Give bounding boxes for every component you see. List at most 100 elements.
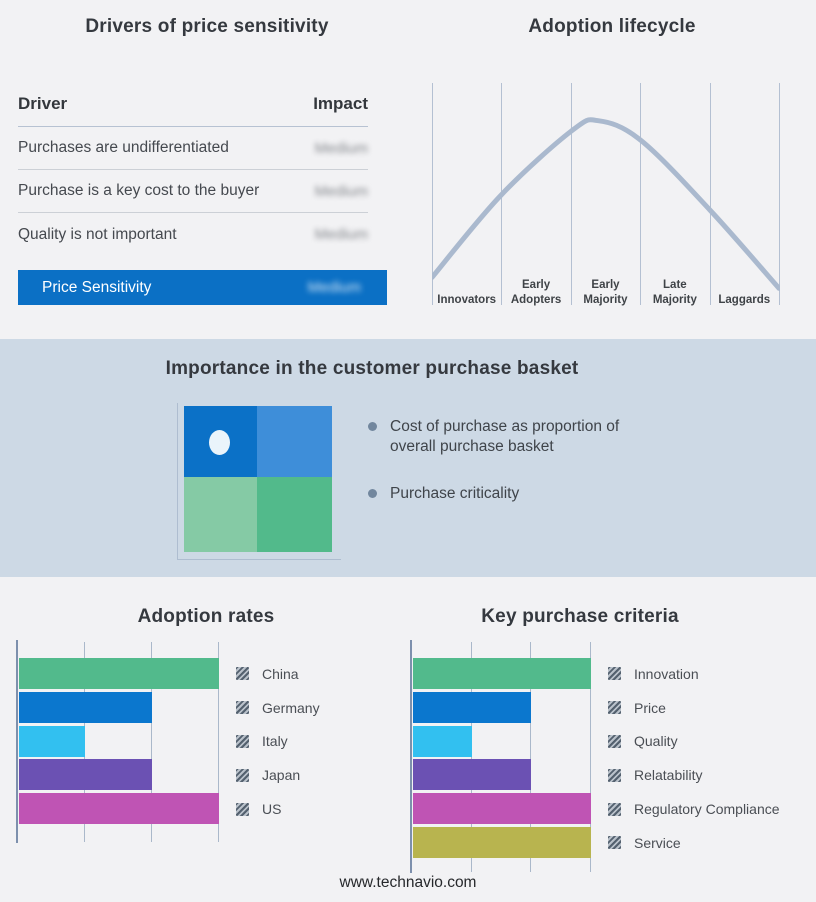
adoption-rates-title: Adoption rates — [137, 606, 275, 627]
legend-item: Quality — [608, 725, 813, 759]
chart-gridline — [590, 642, 591, 872]
driver-row: Purchases are undifferentiated Medium — [18, 127, 368, 170]
price-sensitivity-impact-value: Medium — [307, 279, 361, 296]
quadrant-x-axis — [177, 559, 341, 560]
chart-bar-price — [413, 691, 532, 723]
lifecycle-stage-label: Innovators — [437, 293, 497, 306]
lifecycle-gridline — [709, 83, 711, 305]
legend-hatch-swatch-icon — [608, 802, 621, 816]
legend-hatch-swatch-icon — [608, 734, 621, 748]
impact-value: Medium — [314, 182, 368, 200]
chart-bar-relatability — [413, 759, 532, 791]
chart-bar-italy — [19, 725, 85, 757]
impact-value: Medium — [314, 139, 368, 157]
driver-row: Purchase is a key cost to the buyer Mediu… — [18, 170, 368, 213]
basket-band-title: Importance in the customer purchase bask… — [165, 358, 579, 379]
adoption-rates-plot — [16, 640, 219, 843]
legend-label: Germany — [262, 699, 320, 716]
quadrant-y-axis — [177, 403, 178, 560]
driver-label: Purchase is a key cost to the buyer — [18, 182, 260, 199]
legend-label: Italy — [262, 733, 288, 750]
legend-label: Price — [634, 699, 666, 716]
website-footer: www.technavio.com — [339, 874, 477, 891]
legend-label: Japan — [262, 767, 301, 784]
adoption-curve — [432, 117, 780, 291]
legend-hatch-swatch-icon — [608, 667, 621, 681]
chart-bar-quality — [413, 725, 472, 757]
driver-label: Quality is not important — [18, 225, 177, 243]
basket-bullet-item: Purchase criticality — [368, 484, 668, 504]
lifecycle-stage-labels: Innovators Early Adopters Early Majority La… — [432, 270, 779, 308]
column-header-driver: Driver — [18, 94, 68, 113]
chart-bar-china — [19, 658, 219, 689]
column-header-impact: Impact — [313, 94, 368, 113]
legend-item: Price — [608, 691, 813, 725]
drivers-table-body: Purchases are undifferentiated Medium Purc… — [18, 127, 368, 256]
key-purchase-criteria-title: Key purchase criteria — [481, 606, 679, 627]
legend-hatch-swatch-icon — [236, 667, 249, 681]
lifecycle-stage-label: Laggards — [718, 293, 771, 306]
legend-item: Italy — [236, 725, 406, 759]
legend-hatch-swatch-icon — [608, 836, 621, 850]
quadrant-position-marker — [209, 430, 230, 455]
legend-label: Service — [634, 834, 681, 851]
legend-item: Service — [608, 826, 813, 860]
price-sensitivity-summary-bar: Price Sensitivity Medium — [18, 270, 387, 305]
legend-label: Innovation — [634, 665, 699, 682]
lifecycle-gridline — [640, 83, 642, 305]
impact-value: Medium — [314, 226, 368, 243]
adoption-rates-legend: China Germany Italy Japan US — [236, 657, 406, 826]
chart-bar-regulatory-compliance — [413, 793, 591, 825]
lifecycle-curve-chart — [432, 117, 780, 291]
basket-bullet-item: Cost of purchase as proportion of overal… — [368, 417, 668, 458]
legend-label: China — [262, 665, 299, 682]
chart-bar-innovation — [413, 658, 591, 689]
adoption-rates-y-axis — [16, 640, 18, 843]
lifecycle-stage-label: Late Majority — [652, 279, 697, 306]
lifecycle-gridline — [432, 83, 433, 305]
basket-bullet-list: Cost of purchase as proportion of overal… — [368, 417, 668, 530]
legend-hatch-swatch-icon — [236, 768, 249, 782]
quadrant-cell-bottom-left — [184, 477, 257, 552]
legend-label: Regulatory Compliance — [634, 801, 780, 818]
chart-gridline — [470, 642, 472, 872]
lifecycle-stage-label: Early Adopters — [510, 279, 562, 306]
legend-item: Regulatory Compliance — [608, 792, 813, 826]
lifecycle-panel-title: Adoption lifecycle — [528, 16, 696, 37]
chart-gridline — [530, 642, 532, 872]
legend-item: China — [236, 657, 406, 691]
chart-gridline — [151, 642, 152, 842]
basket-bullet-text: Purchase criticality — [390, 484, 520, 502]
legend-item: Japan — [236, 758, 406, 792]
quadrant-cell-bottom-right — [257, 477, 332, 552]
drivers-table-header: Driver Impact — [18, 94, 368, 127]
basket-bullet-text: Cost of purchase as proportion of overal… — [390, 418, 620, 456]
chart-bar-us — [19, 793, 219, 825]
purchase-basket-quadrant — [184, 406, 332, 552]
legend-hatch-swatch-icon — [236, 802, 249, 816]
chart-bar-japan — [19, 759, 152, 791]
legend-label: US — [262, 801, 282, 818]
bullet-dot-icon — [368, 488, 377, 498]
bullet-dot-icon — [368, 422, 377, 431]
legend-hatch-swatch-icon — [608, 701, 621, 715]
legend-label: Quality — [634, 733, 678, 750]
lifecycle-gridline — [779, 83, 780, 305]
legend-item: US — [236, 792, 406, 826]
key-purchase-criteria-y-axis — [410, 640, 412, 873]
chart-bar-germany — [19, 691, 152, 723]
quadrant-cell-top-right — [257, 406, 332, 477]
legend-item: Innovation — [608, 657, 813, 691]
legend-item: Relatability — [608, 758, 813, 792]
price-sensitivity-label: Price Sensitivity — [42, 278, 152, 296]
chart-bar-service — [413, 827, 591, 858]
drivers-panel-title: Drivers of price sensitivity — [85, 16, 329, 37]
chart-gridline — [218, 642, 219, 842]
legend-hatch-swatch-icon — [236, 734, 249, 748]
lifecycle-gridline — [570, 83, 572, 305]
legend-hatch-swatch-icon — [236, 701, 249, 715]
driver-label: Purchases are undifferentiated — [18, 139, 229, 156]
legend-hatch-swatch-icon — [608, 768, 621, 782]
purchase-basket-band — [0, 339, 816, 577]
